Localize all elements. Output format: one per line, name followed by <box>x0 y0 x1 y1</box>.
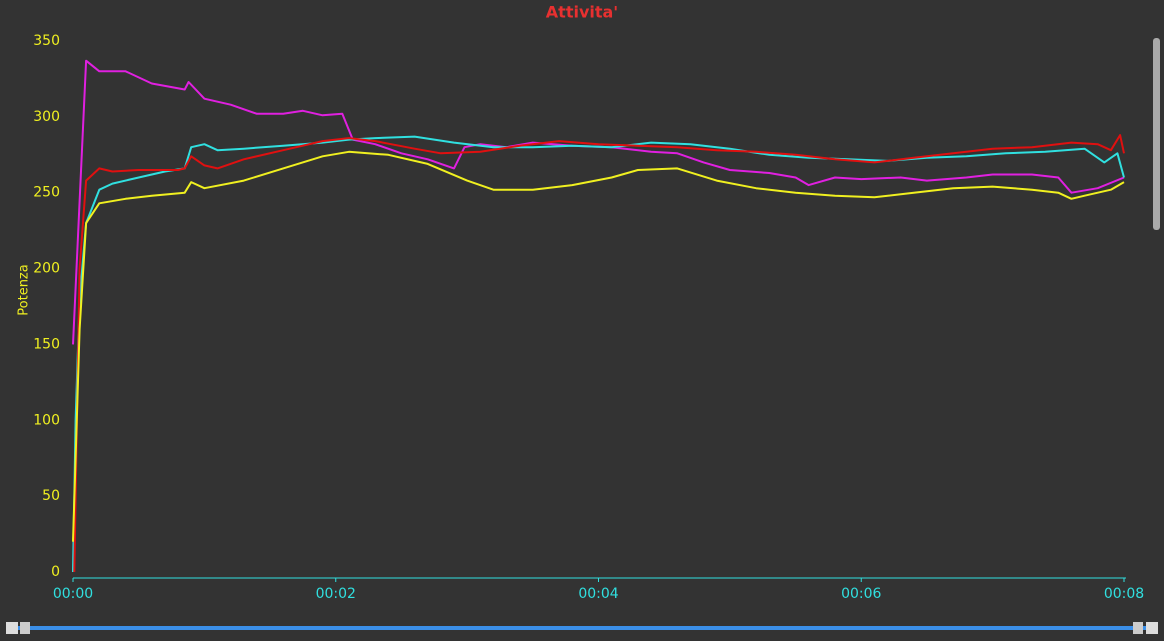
series-line <box>73 134 1125 573</box>
series-line <box>72 150 1125 542</box>
scroll-left-button[interactable] <box>6 622 18 634</box>
x-tick-label: 00:02 <box>316 586 356 602</box>
y-tick-label: 150 <box>33 336 60 352</box>
scroll-handle-right[interactable] <box>1133 622 1143 634</box>
x-tick-label: 00:00 <box>53 586 93 602</box>
scroll-right-button[interactable] <box>1146 622 1158 634</box>
x-tick-label: 00:08 <box>1104 586 1144 602</box>
y-tick-label: 250 <box>33 185 60 201</box>
y-tick-label: 50 <box>42 488 60 504</box>
series-line <box>72 135 1125 573</box>
series-line <box>72 59 1125 345</box>
x-tick-label: 00:06 <box>841 586 881 602</box>
y-tick-label: 350 <box>33 33 60 49</box>
y-axis-label: Potenza <box>17 264 32 315</box>
scrollbar-vertical[interactable] <box>1153 38 1160 230</box>
x-tick-label: 00:04 <box>578 586 618 602</box>
y-tick-label: 200 <box>33 261 60 277</box>
y-tick-label: 0 <box>51 564 60 580</box>
y-tick-label: 100 <box>33 412 60 428</box>
chart-title: Attivita' <box>546 3 618 22</box>
y-tick-label: 300 <box>33 109 60 125</box>
scroll-handle-left[interactable] <box>20 622 30 634</box>
